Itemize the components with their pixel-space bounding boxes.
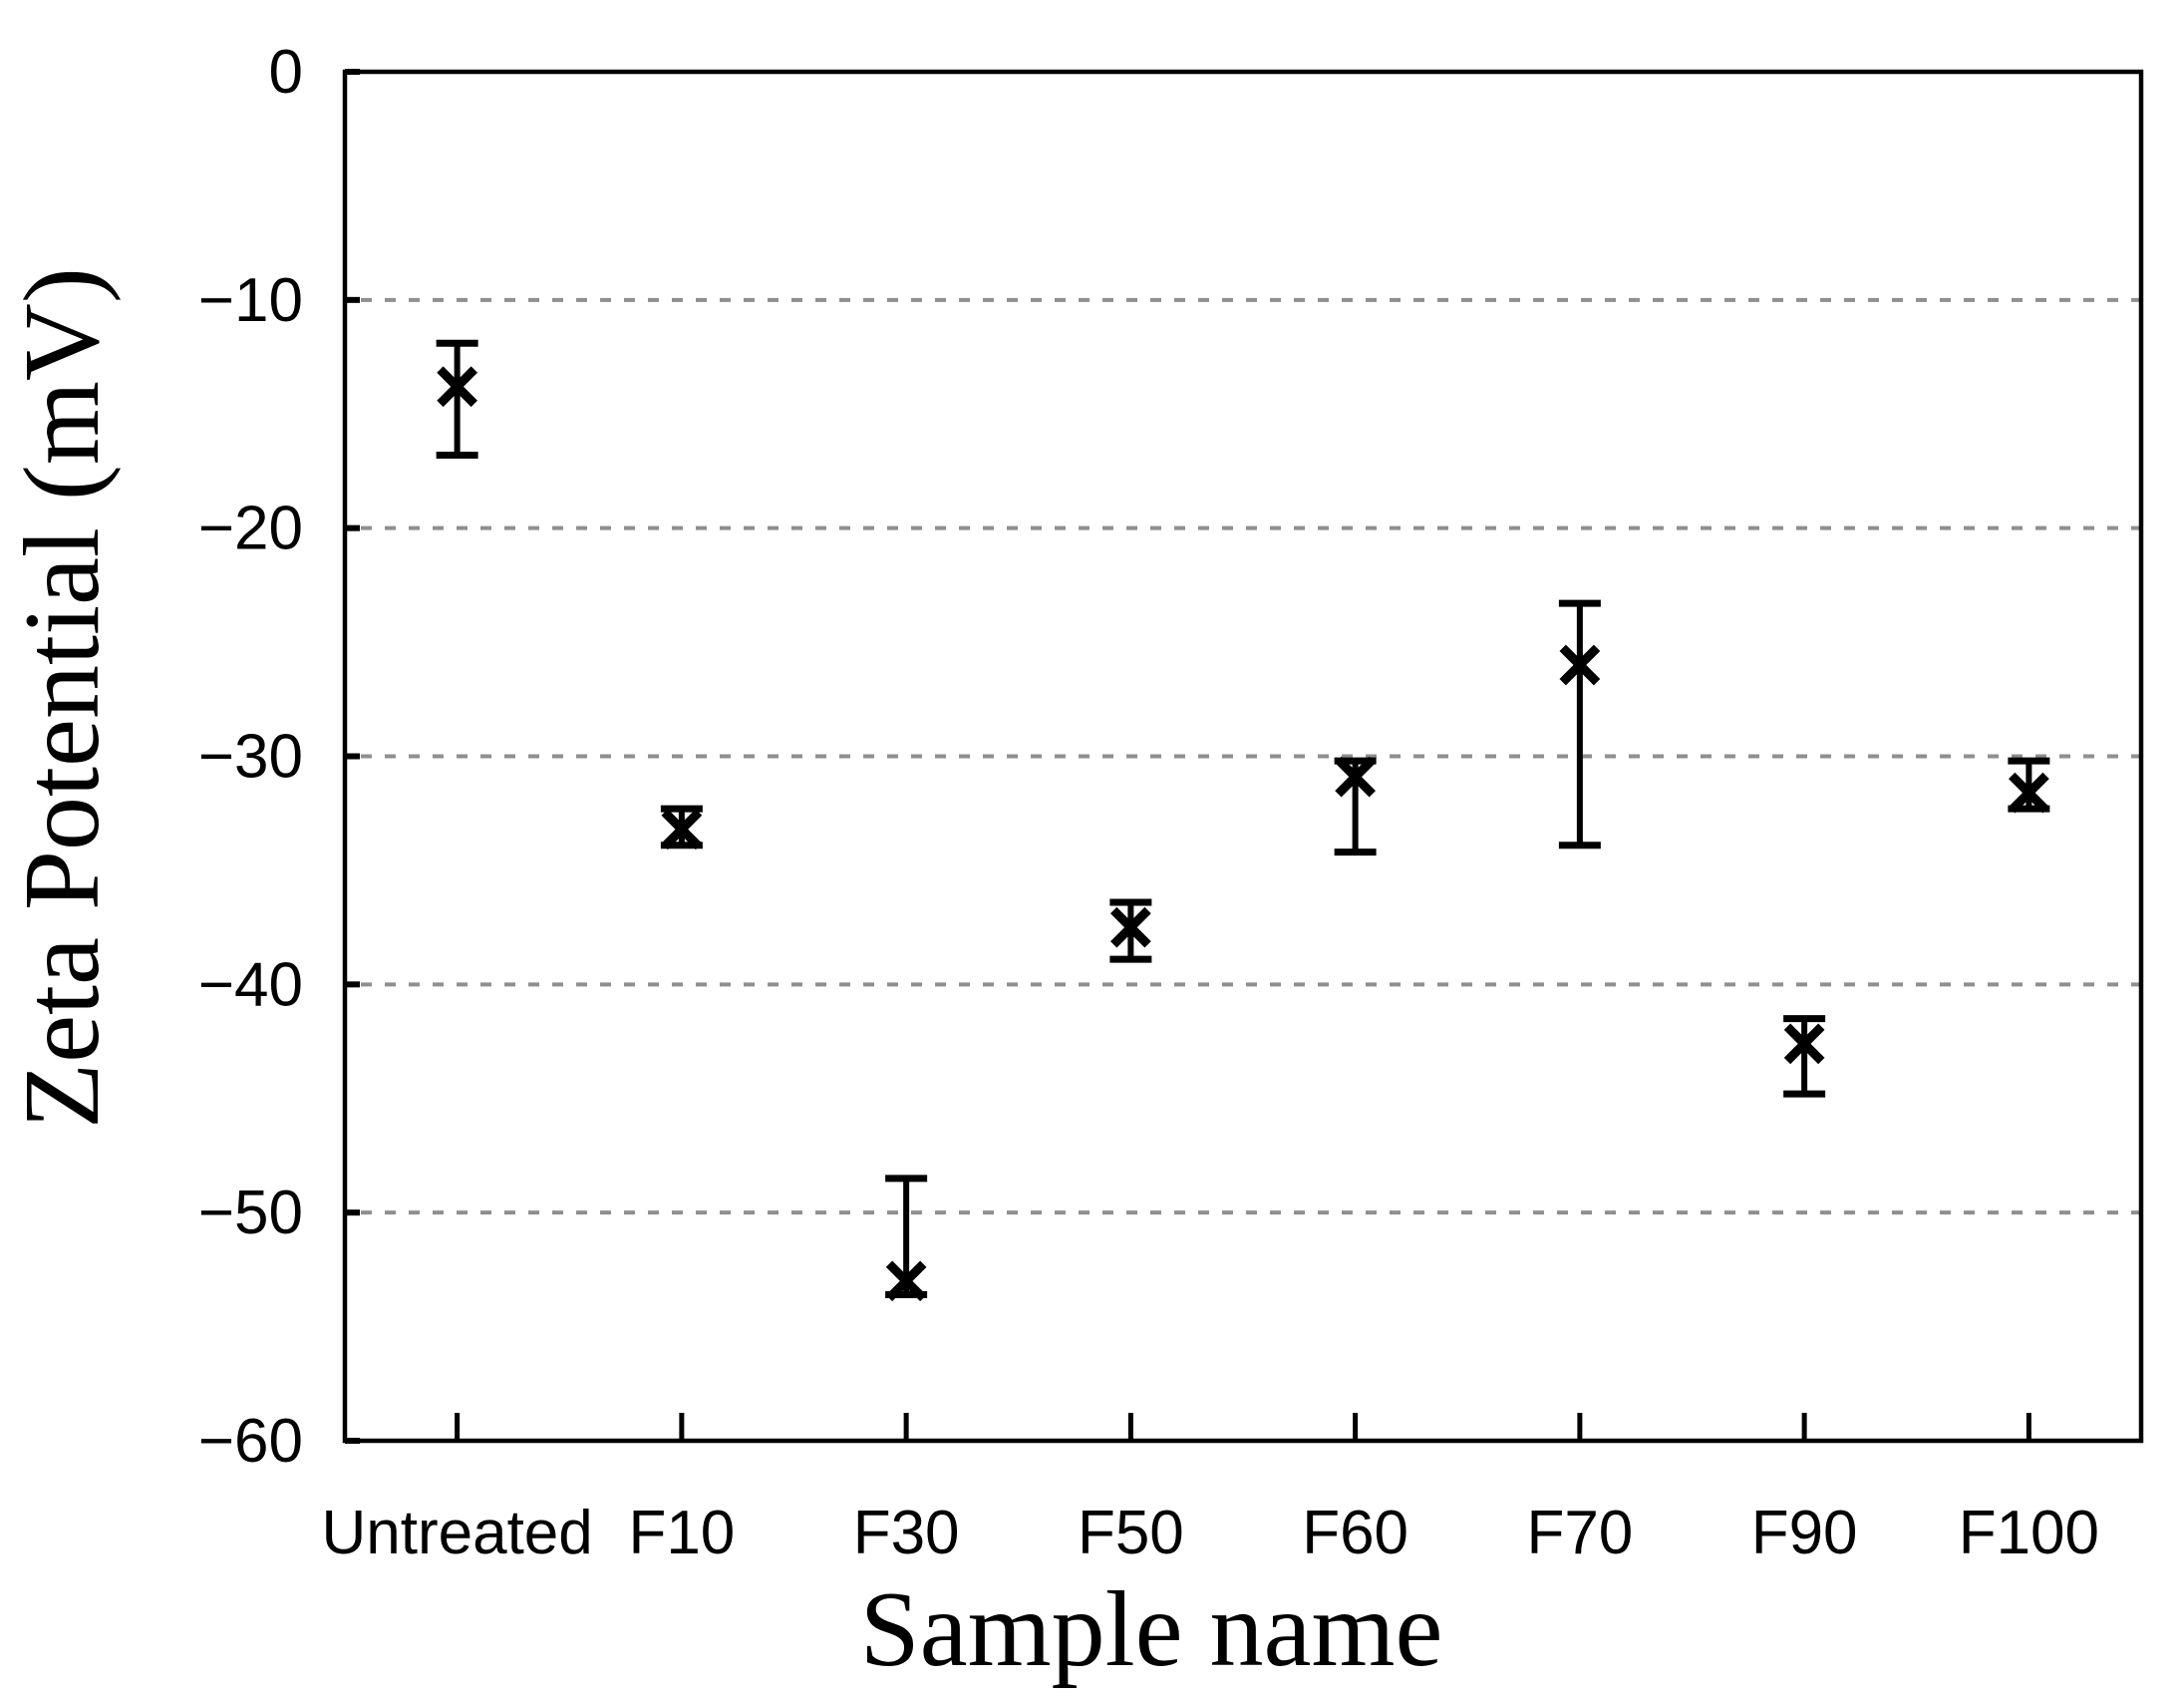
y-axis-title: Zeta Potential (mV)	[3, 267, 122, 1129]
x-marker	[1783, 1023, 1825, 1065]
y-tick-label: −20	[198, 495, 303, 563]
y-tick-label: −30	[198, 723, 303, 792]
x-tick-label: Untreated	[321, 1499, 592, 1567]
y-tick-label: 0	[269, 38, 303, 107]
y-tick-label: −10	[198, 266, 303, 335]
x-marker	[1559, 644, 1601, 686]
plot-border	[342, 69, 2144, 1444]
x-tick-label: F50	[1078, 1499, 1184, 1567]
x-axis-title: Sample name	[860, 1570, 1443, 1689]
x-marker	[1335, 756, 1376, 798]
x-marker	[661, 809, 703, 850]
x-marker	[437, 366, 477, 408]
x-marker	[2009, 772, 2049, 814]
x-tick-label: F60	[1302, 1499, 1408, 1567]
x-tick-label: F30	[853, 1499, 960, 1567]
x-tick-label: F70	[1526, 1499, 1633, 1567]
y-tick-label: −50	[198, 1179, 303, 1247]
y-tick-label: −40	[198, 950, 303, 1019]
x-tick-label: F90	[1751, 1499, 1858, 1567]
x-tick-label: F100	[1959, 1499, 2099, 1567]
x-marker	[885, 1260, 927, 1302]
chart-generated-layer: 0 −10 −20 −30 −40 −50 −60 Untreated F10 F30 F50 F60…	[198, 38, 2144, 1567]
x-marker	[1110, 906, 1151, 948]
x-tick-label: F10	[628, 1499, 735, 1567]
y-tick-label: −60	[198, 1407, 303, 1476]
